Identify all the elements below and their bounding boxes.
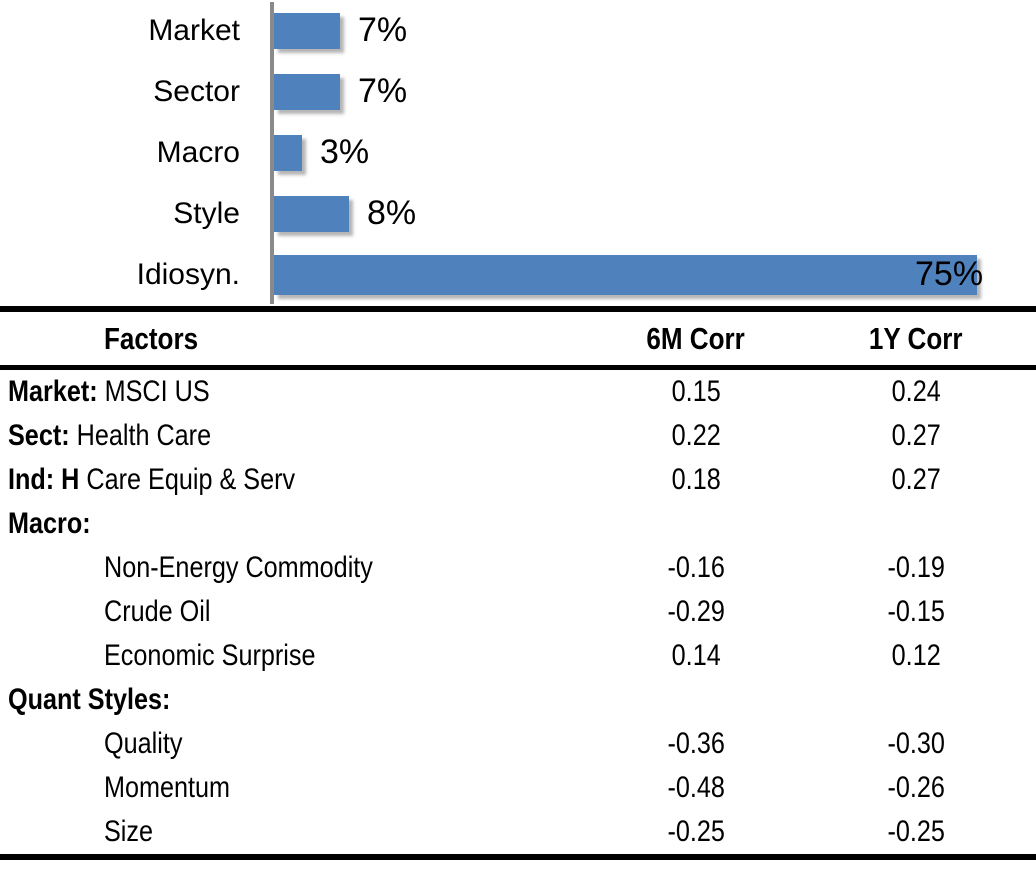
factor-name-cell: Quality <box>104 727 183 760</box>
chart-row-style: Style 8% <box>0 183 1036 244</box>
risk-decomposition-chart: Market 7% Sector 7% Macro 3% Style <box>0 0 1036 306</box>
table-section-quant-styles: Quant Styles: <box>0 678 1036 722</box>
table-row-economic-surprise: Economic Surprise 0.14 0.12 <box>0 634 1036 678</box>
table-row-quality: Quality -0.36 -0.30 <box>0 722 1036 766</box>
corr-1y-cell: -0.26 <box>887 771 945 804</box>
corr-1y-cell: -0.25 <box>887 815 945 848</box>
table-section-macro: Macro: <box>0 502 1036 546</box>
bar-value-label: 8% <box>367 194 417 232</box>
factor-name-cell: Size <box>104 815 154 848</box>
category-label: Macro <box>156 135 240 169</box>
column-header-6m-corr: 6M Corr <box>646 320 746 356</box>
factor-name-cell: Macro: <box>8 507 91 540</box>
column-header-1y-corr: 1Y Corr <box>869 320 963 356</box>
corr-1y-cell: 0.27 <box>891 463 941 496</box>
factor-name-cell: Market: MSCI US <box>8 375 210 408</box>
corr-1y-cell: 0.12 <box>891 639 941 672</box>
bar-macro <box>274 134 302 171</box>
corr-6m-cell: 0.18 <box>671 463 721 496</box>
corr-1y-cell: 0.27 <box>891 419 941 452</box>
corr-6m-cell: -0.48 <box>667 771 725 804</box>
chart-row-sector: Sector 7% <box>0 61 1036 122</box>
chart-row-market: Market 7% <box>0 0 1036 61</box>
chart-row-macro: Macro 3% <box>0 122 1036 183</box>
category-label: Style <box>173 196 240 230</box>
factor-name-cell: Economic Surprise <box>104 639 316 672</box>
category-label: Sector <box>153 74 240 108</box>
corr-1y-cell: -0.19 <box>887 551 945 584</box>
chart-row-idiosyn: Idiosyn. 75% <box>0 244 1036 305</box>
factor-name-cell: Momentum <box>104 771 231 804</box>
corr-1y-cell: 0.24 <box>891 375 941 408</box>
table-row-sector: Sect: Health Care 0.22 0.27 <box>0 414 1036 458</box>
table-header-row: Factors 6M Corr 1Y Corr <box>0 312 1036 370</box>
table-row-market: Market: MSCI US 0.15 0.24 <box>0 370 1036 414</box>
table-row-momentum: Momentum -0.48 -0.26 <box>0 766 1036 810</box>
corr-6m-cell: -0.36 <box>667 727 725 760</box>
factor-name-cell: Crude Oil <box>104 595 211 628</box>
factor-name-cell: Non-Energy Commodity <box>104 551 373 584</box>
corr-6m-cell: 0.22 <box>671 419 721 452</box>
table-row-size: Size -0.25 -0.25 <box>0 810 1036 854</box>
factor-name-cell: Ind: H Care Equip & Serv <box>8 463 296 496</box>
bar-value-label: 7% <box>358 11 408 49</box>
bar-market <box>274 12 340 49</box>
factor-correlation-table: Factors 6M Corr 1Y Corr Market: MSCI US … <box>0 306 1036 860</box>
y-axis-line <box>270 2 274 304</box>
category-label: Idiosyn. <box>136 257 240 291</box>
corr-6m-cell: -0.25 <box>667 815 725 848</box>
corr-6m-cell: -0.29 <box>667 595 725 628</box>
table-row-crude-oil: Crude Oil -0.29 -0.15 <box>0 590 1036 634</box>
bar-value-label: 75% <box>915 255 984 293</box>
table-row-industry: Ind: H Care Equip & Serv 0.18 0.27 <box>0 458 1036 502</box>
corr-6m-cell: 0.15 <box>671 375 721 408</box>
corr-1y-cell: -0.15 <box>887 595 945 628</box>
corr-6m-cell <box>596 683 796 717</box>
column-header-factors: Factors <box>104 320 199 356</box>
bar-value-label: 7% <box>358 72 408 110</box>
corr-6m-cell: 0.14 <box>671 639 721 672</box>
bar-style <box>274 195 349 232</box>
corr-6m-cell <box>596 507 796 541</box>
table-row-non-energy-commodity: Non-Energy Commodity -0.16 -0.19 <box>0 546 1036 590</box>
corr-1y-cell <box>796 507 1036 541</box>
bar-idiosyn <box>274 254 977 295</box>
corr-1y-cell <box>796 683 1036 717</box>
corr-6m-cell: -0.16 <box>667 551 725 584</box>
category-label: Market <box>148 13 240 47</box>
bar-value-label: 3% <box>320 133 370 171</box>
factor-name-cell: Quant Styles: <box>8 683 171 716</box>
factor-name-cell: Sect: Health Care <box>8 419 212 452</box>
corr-1y-cell: -0.30 <box>887 727 945 760</box>
bar-sector <box>274 73 340 110</box>
